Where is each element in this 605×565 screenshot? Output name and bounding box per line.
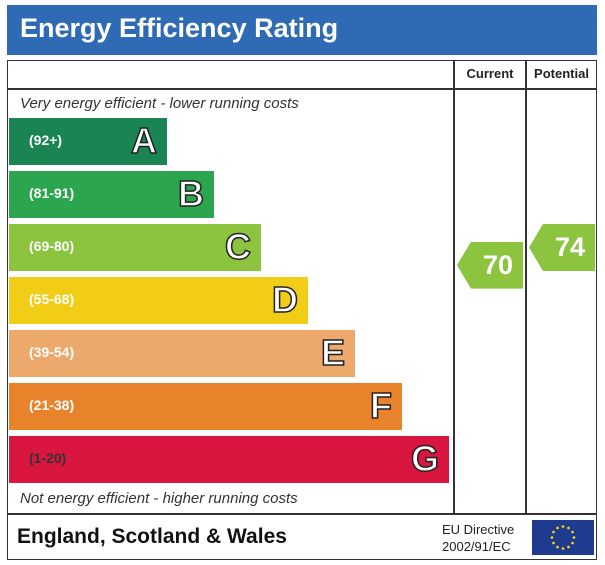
band-letter: C xyxy=(224,225,252,268)
band-range: (39-54) xyxy=(29,344,75,360)
star-icon xyxy=(571,541,574,545)
bottom-note: Not energy efficient - higher running co… xyxy=(20,490,298,507)
band-g: (1-20) G xyxy=(9,436,449,483)
star-icon xyxy=(561,547,565,550)
band-e: (39-54) E xyxy=(9,330,355,377)
star-icon xyxy=(571,530,574,534)
band-a: (92+) A xyxy=(9,118,167,165)
rating-table: Current Potential Very energy efficient … xyxy=(7,60,597,560)
band-f: (21-38) F xyxy=(9,383,402,430)
band-range: (81-91) xyxy=(29,185,75,201)
region-label: England, Scotland & Wales xyxy=(17,525,287,548)
star-icon xyxy=(550,536,554,539)
eu-directive: EU Directive 2002/91/EC xyxy=(442,521,514,555)
directive-line2: 2002/91/EC xyxy=(442,539,511,554)
band-letter: E xyxy=(320,331,346,374)
column-header-current: Current xyxy=(466,66,514,81)
band-b: (81-91) B xyxy=(9,171,214,218)
band-letter: G xyxy=(410,437,440,480)
star-icon xyxy=(552,541,555,545)
header-divider xyxy=(8,88,596,90)
star-icon xyxy=(561,525,565,528)
current-rating-arrow: 70 xyxy=(457,241,523,289)
band-letter: B xyxy=(177,172,205,215)
band-letter: D xyxy=(271,278,299,321)
star-icon xyxy=(567,545,570,549)
band-range: (55-68) xyxy=(29,291,75,307)
current-rating-arrow-value: 70 xyxy=(482,249,514,280)
eu-flag-icon xyxy=(532,520,594,555)
top-note: Very energy efficient - lower running co… xyxy=(20,95,299,112)
footer-divider xyxy=(8,513,596,515)
directive-line1: EU Directive xyxy=(442,522,515,537)
column-divider xyxy=(525,61,527,514)
star-icon xyxy=(567,526,570,530)
potential-rating-arrow: 74 xyxy=(529,224,595,271)
star-icon xyxy=(556,545,559,549)
band-range: (21-38) xyxy=(29,397,75,413)
star-icon xyxy=(572,536,576,539)
band-c: (69-80) C xyxy=(9,224,261,271)
column-header-potential: Potential xyxy=(534,66,589,81)
band-d: (55-68) D xyxy=(9,277,308,324)
band-letter: A xyxy=(130,119,158,162)
title-bar: Energy Efficiency Rating xyxy=(7,5,597,55)
band-range: (1-20) xyxy=(29,450,67,466)
chart-title: Energy Efficiency Rating xyxy=(20,13,339,43)
band-range: (92+) xyxy=(29,132,63,148)
potential-rating-arrow-value: 74 xyxy=(554,232,586,262)
band-letter: F xyxy=(369,384,393,427)
star-icon xyxy=(556,526,559,530)
star-icon xyxy=(552,530,555,534)
column-divider xyxy=(453,61,455,514)
band-range: (69-80) xyxy=(29,238,75,254)
